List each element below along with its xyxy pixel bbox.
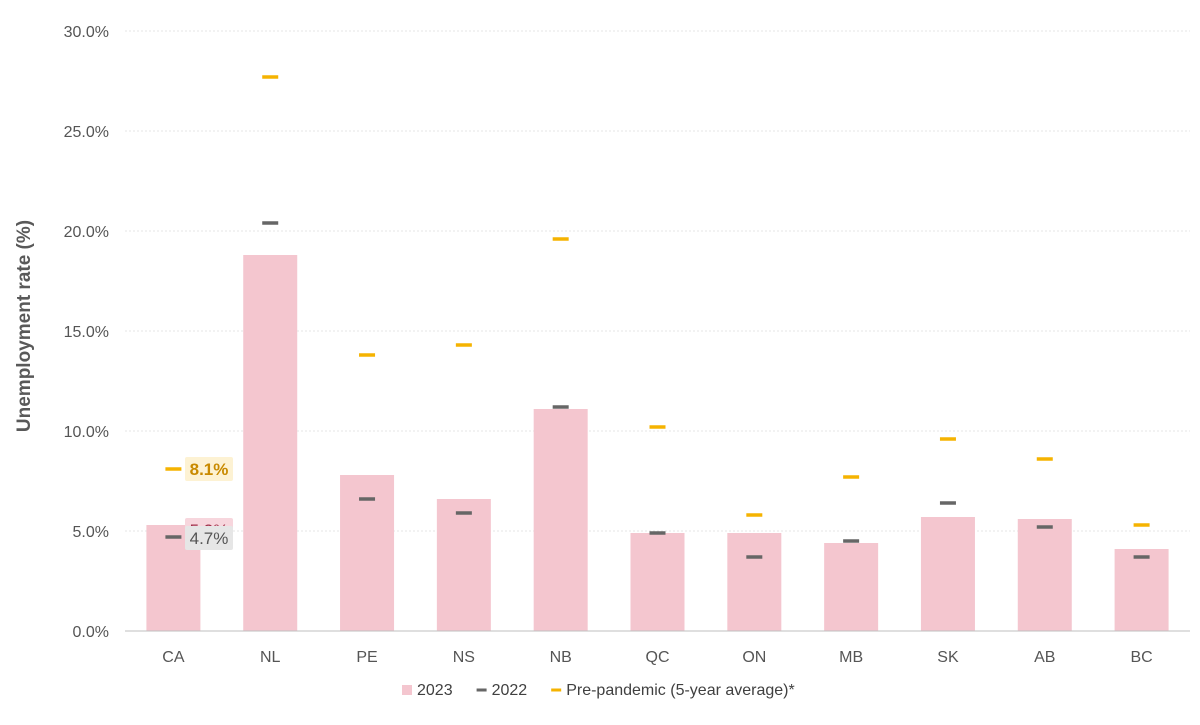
- gridlines: [125, 30, 1190, 532]
- bar-sk: [920, 517, 975, 631]
- legend-swatch-2023: [402, 685, 412, 695]
- bar-ns: [436, 499, 491, 631]
- legend: 2023 2022 Pre-pandemic (5-year average)*: [402, 682, 795, 699]
- bar-on: [727, 533, 782, 631]
- x-tick-label: BC: [1130, 649, 1152, 666]
- x-axis-ticks: CA NL PE NS NB QC ON MB SK AB BC: [162, 649, 1152, 666]
- y-tick-label: 10.0%: [64, 424, 109, 441]
- x-tick-label: NB: [550, 649, 572, 666]
- bar-ab: [1017, 519, 1072, 631]
- y-axis-label: Unemployment rate (%): [14, 220, 35, 432]
- x-tick-label: SK: [937, 649, 959, 666]
- x-tick-label: NS: [453, 649, 475, 666]
- callout-prepandemic-label: 8.1%: [190, 460, 229, 479]
- y-tick-label: 25.0%: [64, 124, 109, 141]
- legend-label: Pre-pandemic (5-year average)*: [566, 682, 795, 699]
- x-tick-label: NL: [260, 649, 281, 666]
- legend-label: 2022: [492, 682, 528, 699]
- x-tick-label: PE: [356, 649, 377, 666]
- x-tick-label: MB: [839, 649, 863, 666]
- y-tick-label: 30.0%: [64, 24, 109, 41]
- x-tick-label: CA: [162, 649, 185, 666]
- bar-nb: [533, 409, 588, 631]
- y-tick-label: 15.0%: [64, 324, 109, 341]
- markers: [165, 75, 1150, 559]
- bar-bc: [1114, 549, 1169, 631]
- y-tick-label: 5.0%: [73, 524, 109, 541]
- y-axis-ticks: 0.0% 5.0% 10.0% 15.0% 20.0% 25.0% 30.0%: [64, 24, 109, 641]
- x-tick-label: AB: [1034, 649, 1055, 666]
- y-tick-label: 20.0%: [64, 224, 109, 241]
- bar-mb: [824, 543, 879, 631]
- x-tick-label: QC: [646, 649, 670, 666]
- callouts: 8.1%5.3%4.7%: [185, 457, 233, 550]
- bars-2023: [146, 255, 1169, 631]
- callout-2022-label: 4.7%: [190, 529, 229, 548]
- legend-label: 2023: [417, 682, 453, 699]
- bar-nl: [243, 255, 298, 631]
- x-tick-label: ON: [742, 649, 766, 666]
- bar-pe: [340, 475, 395, 631]
- callout-2022-bg: [185, 526, 233, 550]
- bar-qc: [630, 533, 685, 631]
- callout-prepandemic-bg: [185, 457, 233, 481]
- y-tick-label: 0.0%: [73, 624, 109, 641]
